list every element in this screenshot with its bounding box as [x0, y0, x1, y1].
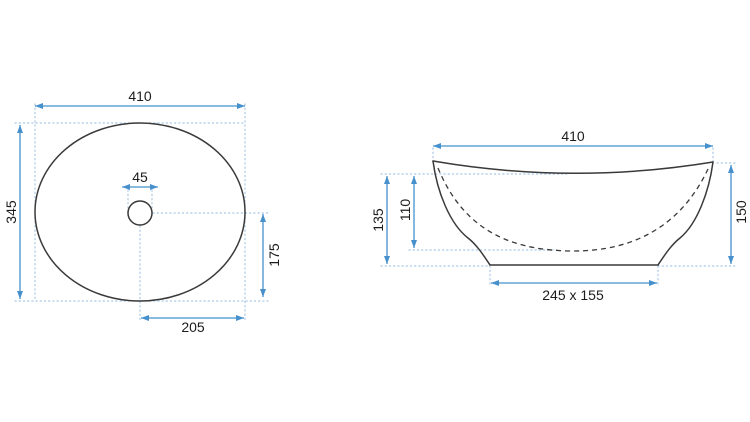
basin-rim-outline [34, 122, 246, 302]
dimension-label-base-size: 245 x 155 [542, 287, 604, 303]
dimension-label-offset-right: 175 [266, 243, 282, 267]
dimension-label-drain: 45 [132, 169, 148, 185]
dimension-label-height: 345 [3, 200, 19, 224]
drain-hole [127, 200, 153, 226]
dimension-label-offset-bottom: 205 [181, 319, 205, 335]
dimension-side-width: 410 [433, 128, 713, 149]
dimension-height-right: 150 [728, 165, 749, 264]
dimension-top-height: 345 [3, 125, 23, 299]
dimension-label-height-left: 135 [370, 208, 386, 232]
basin-top-view: 410 345 45 175 205 [3, 88, 282, 335]
dimension-label-inner-depth: 110 [397, 199, 413, 222]
dimension-top-width: 410 [35, 88, 245, 109]
basin-left-wall [432, 160, 491, 266]
dimension-offset-bottom: 205 [141, 315, 244, 335]
dimension-label-width: 410 [128, 88, 152, 104]
dimension-label-height-right: 150 [733, 200, 749, 224]
dimension-height-left: 135 [370, 176, 390, 264]
basin-top-edge [432, 160, 714, 174]
dimension-label-side-width: 410 [561, 128, 585, 144]
basin-right-wall [657, 161, 714, 266]
basin-inner-bowl-hidden-line [437, 167, 709, 252]
dimension-base-size: 245 x 155 [491, 280, 657, 303]
dimension-drain-diameter: 45 [122, 169, 158, 190]
basin-side-view: 410 135 110 150 245 x 155 [370, 128, 749, 303]
dimension-offset-right: 175 [260, 214, 282, 297]
dimension-inner-depth: 110 [397, 176, 417, 248]
